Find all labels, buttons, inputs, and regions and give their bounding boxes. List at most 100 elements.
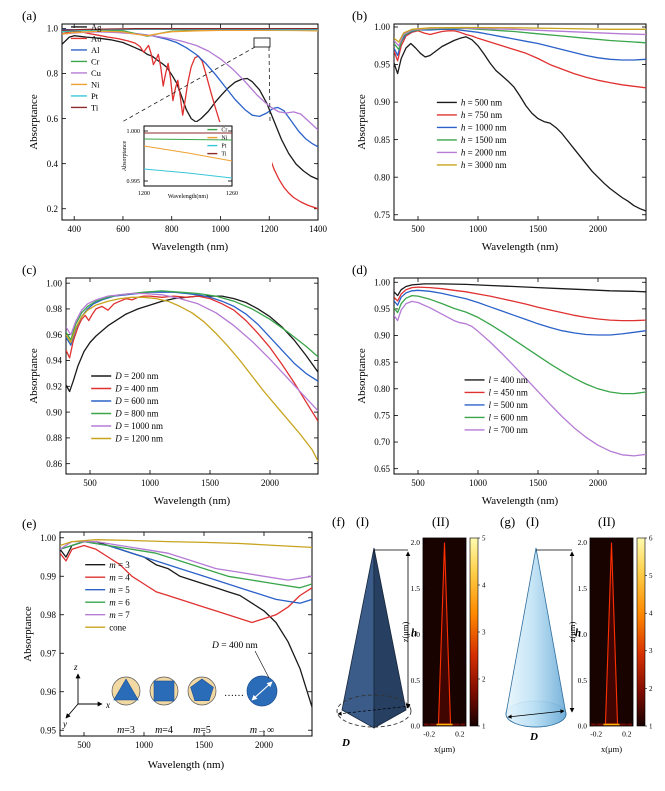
svg-text:2000: 2000	[589, 224, 608, 234]
svg-text:m = 4: m = 4	[109, 572, 130, 582]
svg-text:0.98: 0.98	[40, 610, 56, 620]
svg-text:Al: Al	[91, 45, 100, 55]
svg-text:2000: 2000	[261, 478, 280, 488]
svg-text:0.5: 0.5	[411, 676, 421, 685]
svg-text:0.2: 0.2	[47, 204, 58, 214]
inset-shapes: z y x D = 400 nm …… m=3 m=4 m=5 m→∞	[62, 641, 278, 736]
label-m5: m=5	[193, 725, 211, 736]
svg-text:0.92: 0.92	[46, 381, 62, 391]
svg-text:h = 3000 nm: h = 3000 nm	[461, 160, 507, 170]
height-label: h	[411, 627, 417, 639]
base-ellipse	[336, 694, 412, 728]
heatmap-cone-field: -0.2 0.2 0.0 0.5 1.0 1.5 2.0 x(μm) z(μm) 1 2 3 4 5 6	[567, 534, 653, 754]
svg-text:Wavelength(nm): Wavelength(nm)	[168, 193, 208, 200]
svg-text:Wavelength (nm): Wavelength (nm)	[154, 495, 231, 507]
panel-label-b: (b)	[352, 8, 368, 23]
panel-label-e: (e)	[22, 516, 37, 531]
svg-text:0.98: 0.98	[46, 304, 62, 314]
svg-text:Cu: Cu	[91, 68, 102, 78]
svg-text:l = 400 nm: l = 400 nm	[489, 375, 528, 385]
svg-text:500: 500	[411, 478, 425, 488]
svg-text:0.5: 0.5	[578, 676, 588, 685]
svg-text:D = 600 nm: D = 600 nm	[114, 396, 158, 406]
svg-text:Cr: Cr	[221, 128, 227, 134]
svg-text:3: 3	[482, 628, 486, 636]
svg-text:0.75: 0.75	[374, 411, 390, 421]
svg-text:1.00: 1.00	[374, 277, 390, 287]
svg-text:D = 800 nm: D = 800 nm	[114, 409, 158, 419]
svg-text:Pt: Pt	[221, 144, 226, 150]
svg-text:1.00: 1.00	[374, 22, 390, 32]
svg-text:Ti: Ti	[221, 152, 226, 158]
diameter-label: D	[341, 737, 350, 749]
sub-label-f1: (I)	[356, 514, 369, 529]
svg-text:l = 600 nm: l = 600 nm	[489, 413, 528, 423]
svg-text:1500: 1500	[529, 224, 548, 234]
svg-text:2: 2	[482, 675, 486, 683]
svg-text:1: 1	[649, 722, 653, 730]
svg-text:500: 500	[77, 740, 91, 750]
svg-text:600: 600	[116, 224, 130, 234]
panel-label-g: (g)	[500, 514, 516, 529]
svg-text:x(μm): x(μm)	[434, 744, 455, 754]
svg-text:1.0: 1.0	[47, 24, 59, 34]
triangle-m3	[113, 678, 139, 701]
svg-text:l = 450 nm: l = 450 nm	[489, 388, 528, 398]
svg-text:0.95: 0.95	[40, 725, 56, 735]
svg-text:0.88: 0.88	[46, 433, 62, 443]
axis-y-label: y	[62, 719, 67, 729]
svg-text:1.5: 1.5	[411, 584, 421, 593]
square-m4	[153, 680, 175, 702]
diameter-arrow	[337, 704, 411, 716]
svg-text:800: 800	[165, 224, 179, 234]
svg-text:0.6: 0.6	[47, 114, 59, 124]
label-m3: m=3	[117, 725, 135, 736]
cone-shape: h D	[505, 547, 581, 743]
svg-text:Ni: Ni	[91, 79, 100, 89]
svg-text:4: 4	[649, 610, 653, 618]
svg-text:0.96: 0.96	[46, 330, 62, 340]
svg-text:1000: 1000	[141, 478, 160, 488]
svg-text:D = 1000 nm: D = 1000 nm	[114, 421, 163, 431]
svg-text:0.90: 0.90	[46, 407, 62, 417]
chart-height-sweep: 500 1000 1500 2000 0.75 0.80 0.85 0.90 0.95 1.00 W…	[356, 22, 647, 253]
svg-text:4: 4	[482, 581, 486, 589]
svg-text:m = 3: m = 3	[109, 560, 130, 570]
svg-text:0.0: 0.0	[411, 722, 421, 731]
svg-text:0.80: 0.80	[374, 172, 390, 182]
svg-text:Wavelength (nm): Wavelength (nm)	[148, 759, 225, 771]
pentagon-m5	[190, 678, 214, 701]
label-minf: m→∞	[250, 725, 274, 736]
svg-text:Wavelength (nm): Wavelength (nm)	[152, 241, 229, 253]
sub-label-g2: (II)	[598, 514, 616, 529]
svg-text:h = 1500 nm: h = 1500 nm	[461, 135, 507, 145]
ellipsis-dots: ……	[224, 688, 244, 699]
svg-text:0.70: 0.70	[374, 437, 390, 447]
svg-text:0.85: 0.85	[374, 135, 390, 145]
svg-text:6: 6	[649, 534, 653, 542]
chart-inset-zoom: 1200 1260 0.995 1.000 Wavelength(nm) Absorpta…	[120, 122, 272, 202]
svg-text:Absorptance: Absorptance	[28, 94, 40, 150]
svg-text:0.99: 0.99	[40, 571, 56, 581]
diameter-arrow	[507, 709, 565, 719]
svg-text:0.2: 0.2	[622, 730, 632, 739]
svg-text:Absorptance: Absorptance	[22, 606, 34, 662]
svg-text:0.95: 0.95	[374, 304, 390, 314]
svg-text:1000: 1000	[469, 478, 488, 488]
svg-text:1000: 1000	[469, 224, 488, 234]
svg-text:1.0: 1.0	[578, 630, 588, 639]
panel-c: (c) 500 1000 1500 2000 0.86 0.88 0.90 0.92 0.94 0…	[18, 262, 336, 514]
svg-text:0.97: 0.97	[40, 648, 56, 658]
svg-text:0.95: 0.95	[374, 60, 390, 70]
svg-text:1400: 1400	[309, 224, 328, 234]
svg-text:1000: 1000	[211, 224, 230, 234]
svg-text:0.995: 0.995	[127, 179, 141, 185]
svg-text:2: 2	[649, 685, 653, 693]
svg-text:500: 500	[411, 224, 425, 234]
svg-text:Ag: Ag	[91, 22, 102, 32]
svg-text:z(μm): z(μm)	[400, 622, 410, 643]
svg-text:500: 500	[83, 478, 97, 488]
svg-text:D = 400 nm: D = 400 nm	[114, 384, 158, 394]
svg-text:1.5: 1.5	[578, 584, 588, 593]
svg-text:Au: Au	[91, 33, 102, 43]
